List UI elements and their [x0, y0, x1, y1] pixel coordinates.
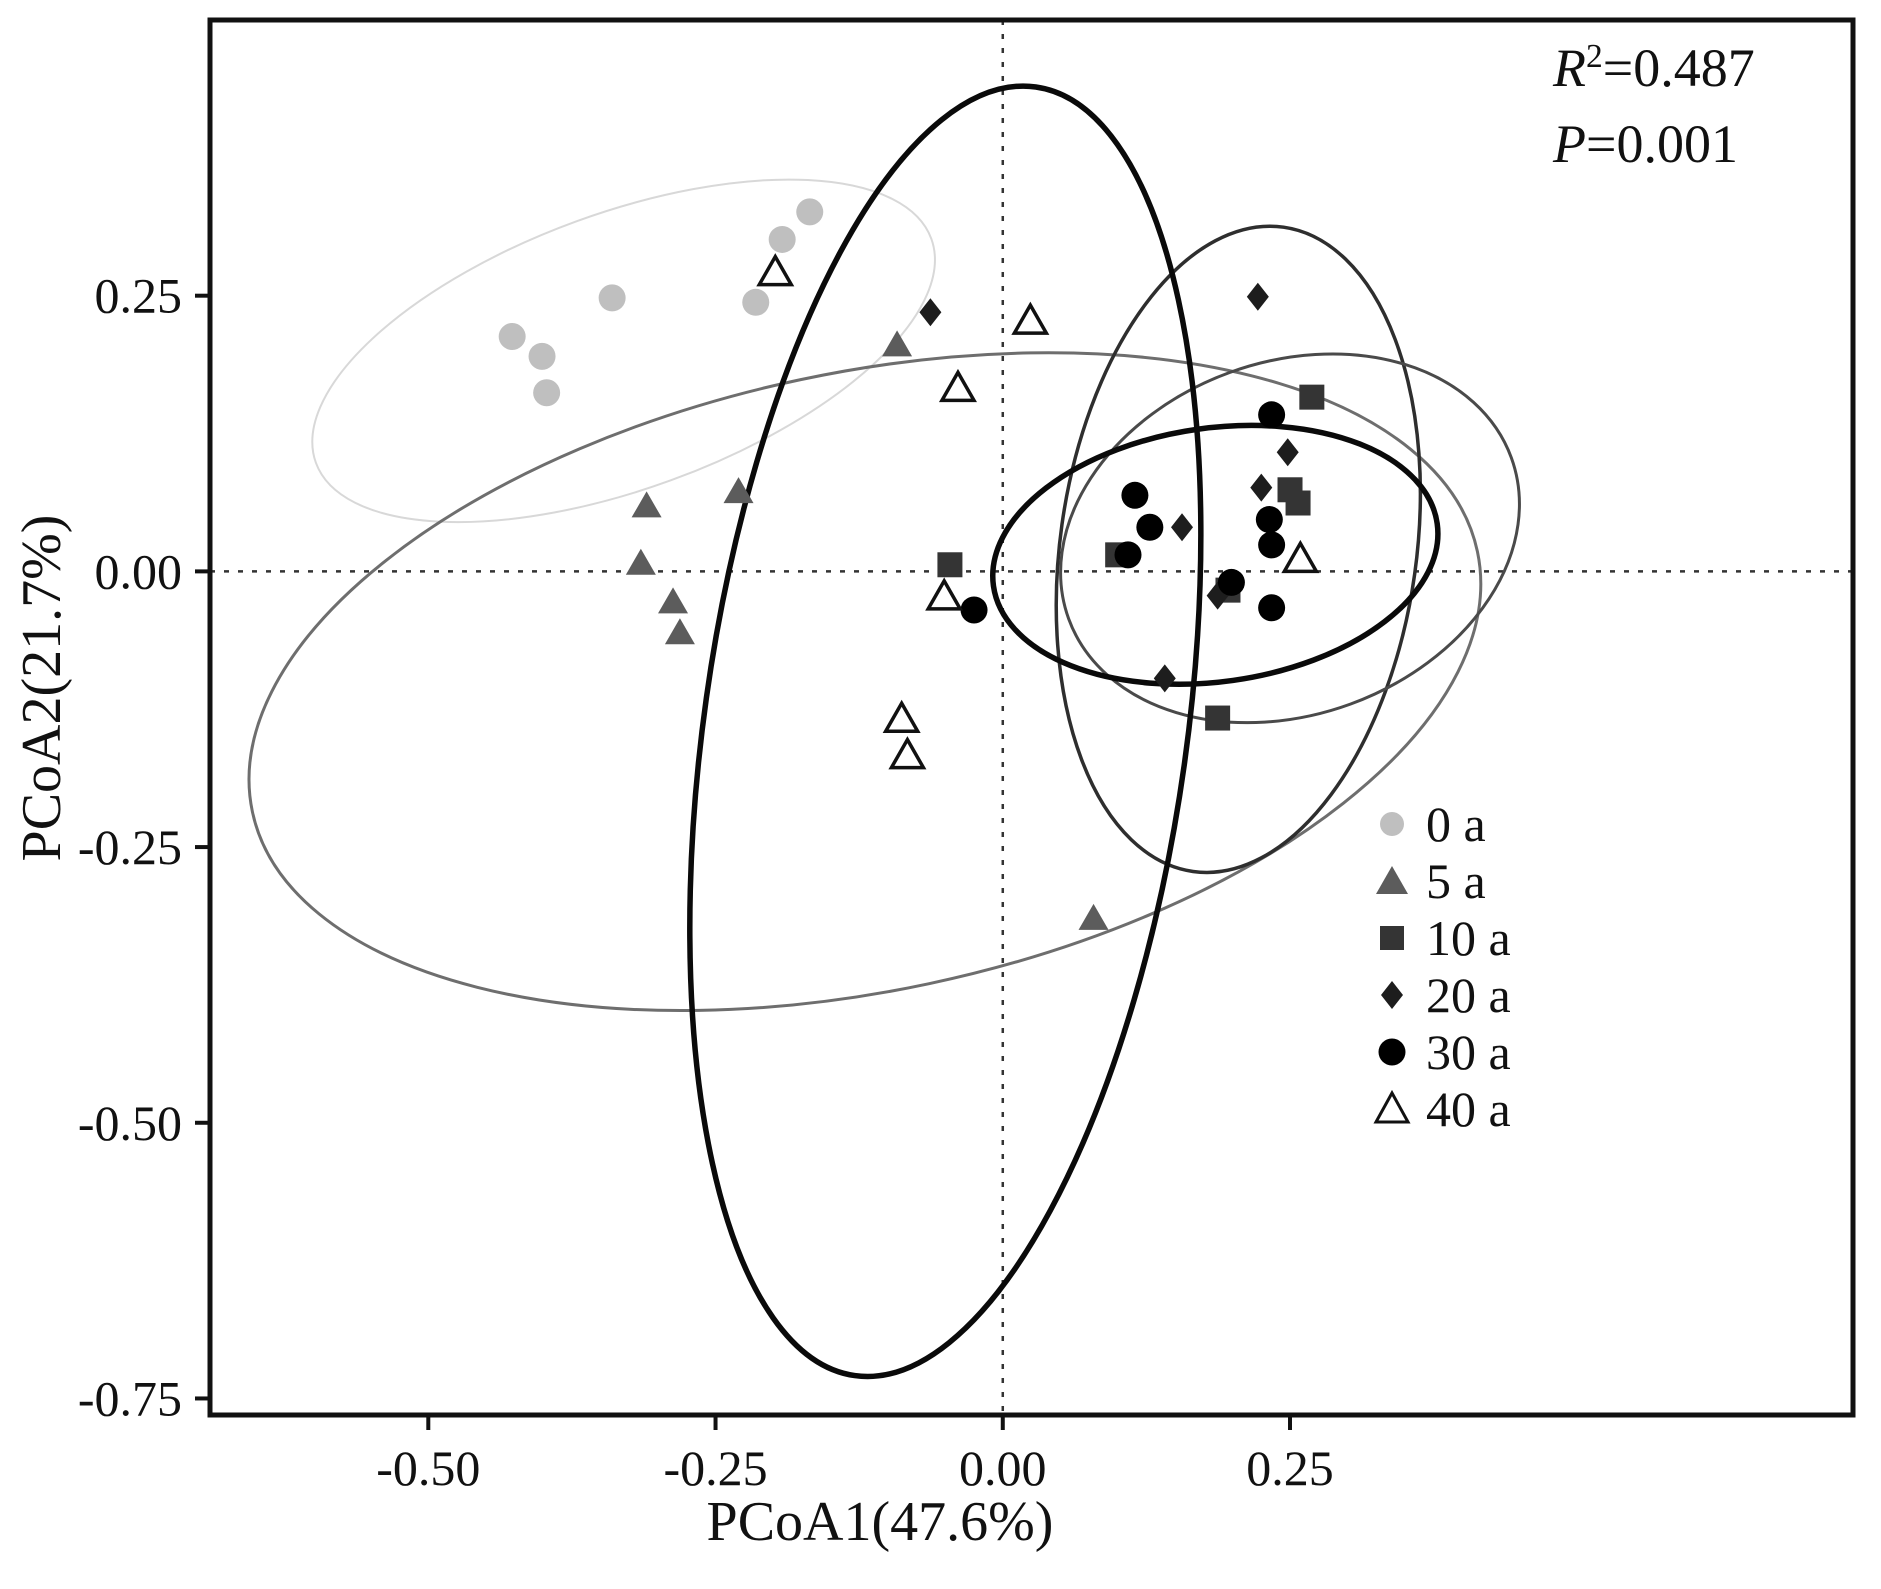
r-value: =0.487: [1602, 38, 1755, 98]
legend-marker-40a: [1373, 1089, 1411, 1123]
stats-annotation: R2=0.487 P=0.001: [1553, 30, 1755, 182]
legend-label-5a: 5 a: [1426, 852, 1486, 909]
svg-text:-0.25: -0.25: [78, 819, 182, 875]
legend-item-40a: 40 a: [1372, 1080, 1511, 1137]
legend: 0 a 5 a 10 a 20 a 30 a 40 a: [1372, 795, 1511, 1137]
legend-label-40a: 40 a: [1426, 1080, 1511, 1137]
svg-text:-0.50: -0.50: [78, 1095, 182, 1151]
legend-item-10a: 10 a: [1372, 909, 1511, 966]
p-value: =0.001: [1586, 114, 1738, 174]
svg-text:-0.50: -0.50: [376, 1440, 480, 1496]
x-axis-label: PCoA1(47.6%): [706, 1491, 1054, 1553]
svg-text:0.25: 0.25: [1246, 1440, 1334, 1496]
r-squared-text: R2=0.487: [1553, 30, 1755, 106]
legend-marker-20a: [1381, 980, 1403, 1009]
p-variable: P: [1553, 114, 1586, 174]
legend-label-10a: 10 a: [1426, 909, 1511, 966]
svg-text:-0.25: -0.25: [663, 1440, 767, 1496]
legend-label-0a: 0 a: [1426, 795, 1486, 852]
legend-item-0a: 0 a: [1372, 795, 1511, 852]
legend-item-20a: 20 a: [1372, 966, 1511, 1023]
legend-marker-5a: [1376, 865, 1408, 894]
legend-label-20a: 20 a: [1426, 966, 1511, 1023]
legend-item-30a: 30 a: [1372, 1023, 1511, 1080]
svg-text:0.25: 0.25: [95, 268, 183, 324]
y-axis-label: PCoA2(21.7%): [11, 514, 73, 862]
legend-item-5a: 5 a: [1372, 852, 1511, 909]
legend-marker-0a: [1380, 811, 1404, 836]
legend-marker-10a: [1380, 925, 1404, 950]
legend-marker-30a: [1378, 1038, 1406, 1065]
svg-text:0.00: 0.00: [959, 1440, 1047, 1496]
svg-text:0.00: 0.00: [95, 543, 183, 599]
svg-text:-0.75: -0.75: [78, 1370, 182, 1426]
r-variable: R: [1553, 38, 1586, 98]
legend-label-30a: 30 a: [1426, 1023, 1511, 1080]
p-value-text: P=0.001: [1553, 106, 1755, 182]
r-exponent: 2: [1586, 38, 1603, 75]
